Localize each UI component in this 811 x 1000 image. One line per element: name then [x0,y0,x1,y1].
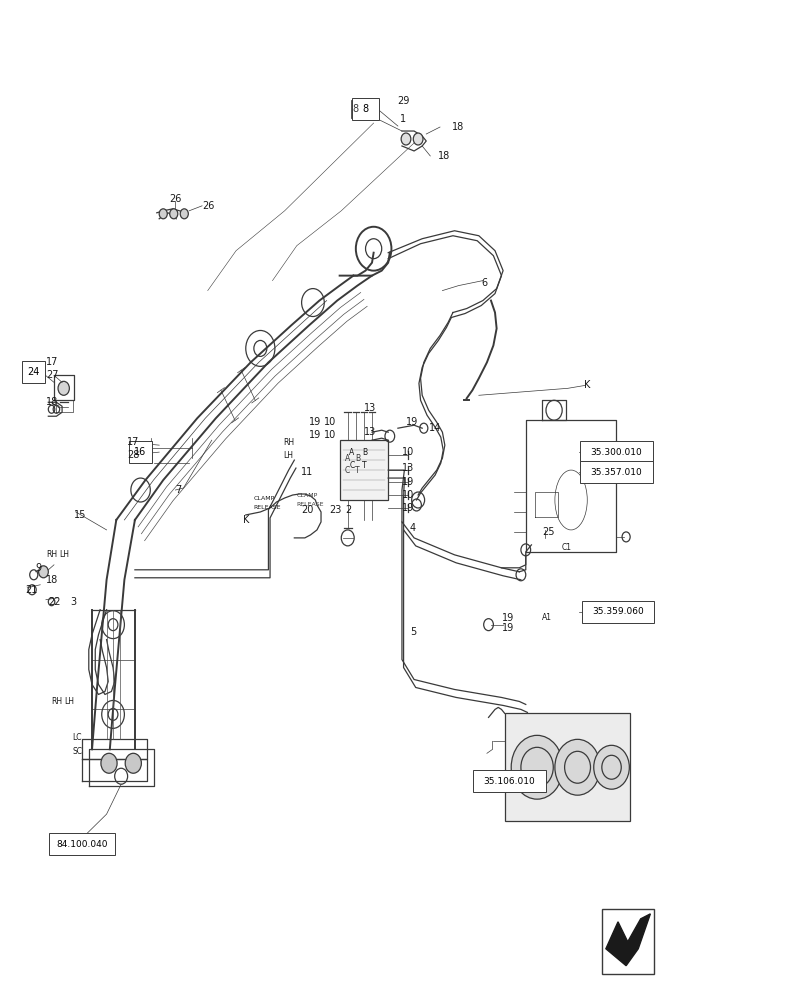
Text: T: T [354,466,359,475]
Text: 13: 13 [363,403,375,413]
Text: 35.357.010: 35.357.010 [590,468,642,477]
FancyBboxPatch shape [473,770,545,792]
Text: RH: RH [46,550,57,559]
Text: 8: 8 [352,104,358,114]
Text: 6: 6 [481,278,487,288]
Text: K: K [242,515,249,525]
Text: 16: 16 [135,447,147,457]
Text: 20: 20 [300,505,313,515]
Polygon shape [605,914,650,966]
Circle shape [125,753,141,773]
Text: 4: 4 [410,523,416,533]
FancyBboxPatch shape [129,441,152,463]
Text: 25: 25 [541,527,554,537]
Text: 2: 2 [345,505,351,515]
Circle shape [180,209,188,219]
Text: 10: 10 [323,417,335,427]
Circle shape [554,739,599,795]
FancyBboxPatch shape [23,361,45,383]
Text: 26: 26 [202,201,214,211]
Text: 13: 13 [363,427,375,437]
Text: LC: LC [72,733,82,742]
Text: B: B [354,454,359,463]
Text: C1: C1 [560,543,571,552]
Circle shape [401,133,410,145]
Text: 1: 1 [399,114,406,124]
Text: T: T [362,461,367,470]
FancyBboxPatch shape [581,601,654,623]
Text: 11: 11 [300,467,313,477]
Text: A: A [349,448,354,457]
Text: 18: 18 [452,122,464,132]
Text: RH: RH [283,438,294,447]
Text: 19: 19 [308,430,320,440]
Text: 19: 19 [308,417,320,427]
Text: 13: 13 [401,463,414,473]
FancyBboxPatch shape [579,461,652,483]
Text: SC: SC [72,747,83,756]
Text: 28: 28 [127,450,139,460]
Text: 24: 24 [28,367,40,377]
Text: 10: 10 [401,447,414,457]
Text: A: A [345,454,350,463]
Text: LH: LH [64,697,75,706]
Circle shape [58,381,69,395]
Text: C: C [345,466,350,475]
Text: 8: 8 [362,104,368,114]
Text: RELEASE: RELEASE [254,505,281,510]
Text: 35.106.010: 35.106.010 [483,777,534,786]
Text: C: C [349,461,354,470]
Text: 21: 21 [26,585,38,595]
Text: 19: 19 [401,503,414,513]
Text: 17: 17 [127,437,139,447]
FancyBboxPatch shape [49,833,115,855]
Text: CLAMP: CLAMP [254,496,275,501]
Text: 35.300.010: 35.300.010 [590,448,642,457]
Bar [504,713,629,821]
Text: 29: 29 [397,96,409,106]
Bar [350,100,373,118]
Circle shape [39,566,49,578]
Text: 14: 14 [428,423,440,433]
Text: 10: 10 [401,490,414,500]
Text: 27: 27 [46,370,58,380]
Text: LH: LH [59,550,70,559]
Text: 35.359.060: 35.359.060 [591,607,643,616]
Text: B: B [362,448,367,457]
Text: 15: 15 [74,510,87,520]
Text: RH: RH [51,697,62,706]
Text: 18: 18 [46,575,58,585]
Circle shape [169,209,178,219]
Text: 84.100.040: 84.100.040 [57,840,108,849]
Text: 23: 23 [328,505,341,515]
Circle shape [101,753,117,773]
Text: K: K [583,380,590,390]
Circle shape [413,133,423,145]
Circle shape [511,735,562,799]
Text: 19: 19 [401,477,414,487]
Text: 3: 3 [70,597,76,607]
Text: LH: LH [283,451,293,460]
Text: 19: 19 [406,417,418,427]
Bar [339,440,388,500]
Text: 22: 22 [49,597,61,607]
Text: 7: 7 [175,485,182,495]
Text: A1: A1 [541,613,551,622]
Text: 17: 17 [46,357,58,367]
Bar [601,909,654,974]
Circle shape [159,209,167,219]
Text: 18: 18 [438,151,450,161]
Text: CLAMP: CLAMP [296,493,318,498]
Text: 9: 9 [36,563,41,573]
FancyBboxPatch shape [351,98,379,120]
FancyBboxPatch shape [579,441,652,463]
Text: 19: 19 [501,623,513,633]
Text: 18: 18 [46,397,58,407]
Text: 26: 26 [169,194,182,204]
Text: RELEASE: RELEASE [296,502,324,507]
Text: 10: 10 [323,430,335,440]
Circle shape [593,745,629,789]
Text: 19: 19 [501,613,513,623]
Text: 5: 5 [410,627,416,637]
